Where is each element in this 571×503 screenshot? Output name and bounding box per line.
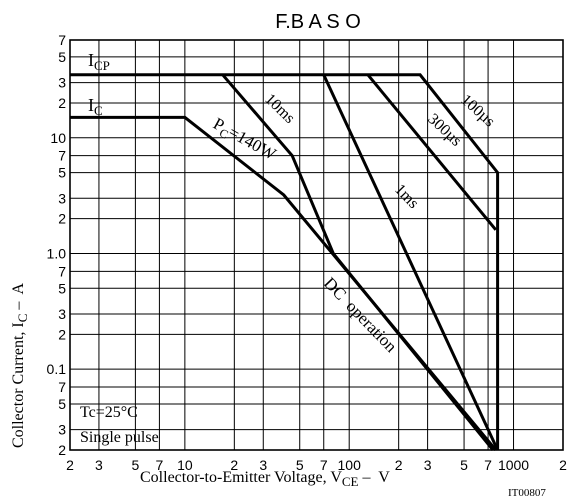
series-line-1ms	[322, 74, 499, 451]
x-tick-label: 7	[156, 457, 164, 473]
x-tick-label: 2	[66, 457, 74, 473]
series-line-10ms	[221, 73, 495, 451]
y-tick-label: 5	[58, 165, 66, 181]
x-tick-label: 3	[259, 457, 267, 473]
ic-label: IC	[88, 95, 103, 118]
icp-label: ICP	[88, 50, 110, 73]
y-tick-label: 3	[58, 422, 66, 438]
y-tick-label: 10	[50, 130, 66, 146]
100us-label: 100µs	[457, 91, 498, 130]
y-tick-label: 5	[58, 49, 66, 65]
grid	[70, 40, 563, 450]
y-tick-label: 2	[58, 442, 66, 458]
y-tick-label: 5	[58, 280, 66, 296]
x-tick-label: 5	[296, 457, 304, 473]
300us-label: 300µs	[424, 110, 464, 149]
x-tick-label: 3	[95, 457, 103, 473]
y-tick-label: 3	[58, 75, 66, 91]
plot-frame	[69, 39, 564, 451]
y-tick-label: 2	[58, 211, 66, 227]
y-tick-label: 7	[58, 32, 66, 48]
x-tick-label: 1000	[498, 457, 529, 473]
x-tick-label: 2	[559, 457, 567, 473]
y-tick-label: 1.0	[47, 245, 67, 261]
series-line-100-s	[70, 73, 500, 450]
pc-label: PC=140W	[209, 114, 281, 167]
x-tick-label: 7	[320, 457, 328, 473]
y-tick-label: 3	[58, 306, 66, 322]
x-tick-label: 100	[338, 457, 362, 473]
y-tick-label: 5	[58, 396, 66, 412]
1ms-label: 1ms	[391, 181, 422, 212]
y-tick-label: 7	[58, 379, 66, 395]
x-tick-label: 2	[395, 457, 403, 473]
y-tick-label: 7	[58, 148, 66, 164]
x-tick-label: 3	[424, 457, 432, 473]
chart-title: F.B A S O	[275, 11, 361, 33]
curves	[70, 73, 500, 451]
x-tick-label: 2	[230, 457, 238, 473]
single-pulse-label: Single pulse	[80, 429, 159, 446]
y-tick-label: 2	[58, 95, 66, 111]
tc-label: Tc=25°C	[80, 404, 138, 421]
y-tick-label: 0.1	[47, 361, 67, 377]
tick-labels: 2 3 5 7 10 2 3 5 7 100 2 3 5 7 1000 223570.123571.02357…	[47, 32, 568, 473]
x-tick-label: 10	[177, 457, 193, 473]
y-tick-label: 3	[58, 190, 66, 206]
y-tick-label: 7	[58, 263, 66, 279]
series-line-300-s	[366, 73, 497, 231]
x-tick-label: 7	[484, 457, 492, 473]
series-line-dc-operation	[70, 115, 497, 451]
y-axis-title: Collector Current, IC– A	[10, 282, 30, 448]
figure-code: IT00807	[508, 487, 546, 499]
10ms-label: 10ms	[261, 91, 298, 127]
x-tick-label: 5	[460, 457, 468, 473]
x-axis-title: Collector-to-Emitter Voltage, VCE – V	[140, 469, 390, 489]
y-tick-label: 2	[58, 326, 66, 342]
x-tick-label: 5	[131, 457, 139, 473]
